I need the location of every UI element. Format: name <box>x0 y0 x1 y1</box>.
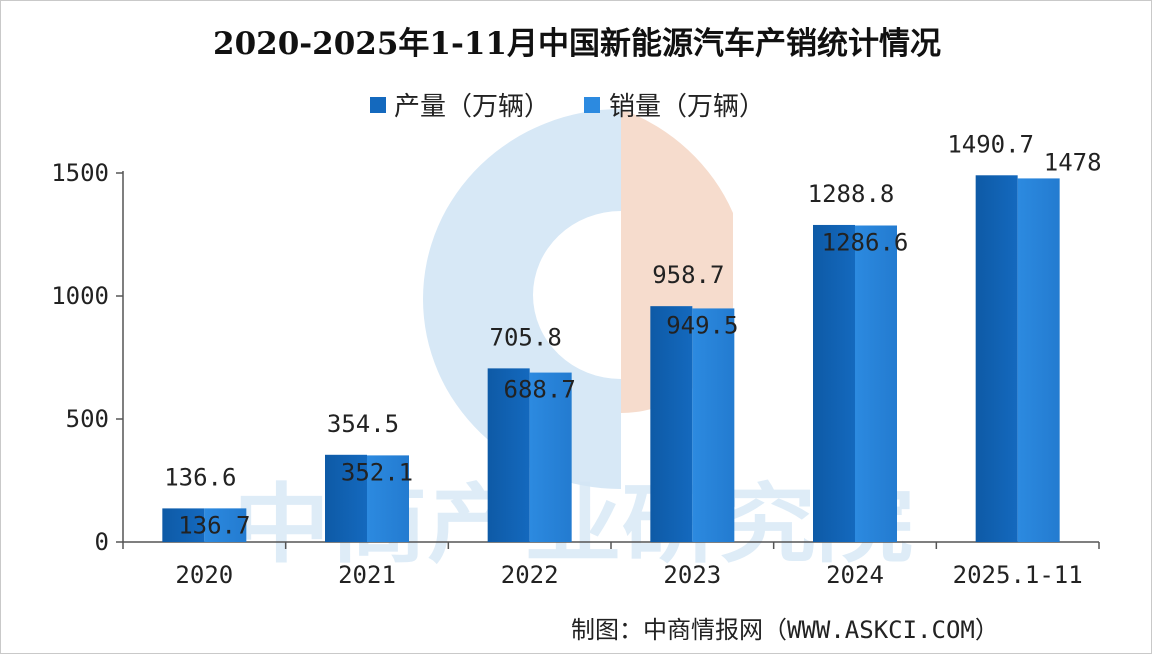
y-tick-label: 500 <box>66 405 109 433</box>
data-label-sales: 949.5 <box>666 311 738 339</box>
plot-area: 0 500 1000 1500 2020 136.6 136.7 2021 354.5 352.1… <box>51 130 1101 589</box>
bar-production-2024 <box>813 224 855 542</box>
x-tick-label: 2024 <box>826 561 884 589</box>
data-label-production: 136.6 <box>164 463 236 491</box>
bar-sales-2021 <box>367 455 409 542</box>
source-note: 制图：中商情报网（WWW.ASKCI.COM） <box>571 616 999 644</box>
data-label-production: 1288.8 <box>808 180 895 208</box>
legend: 产量（万辆） 销量（万辆） <box>370 92 765 122</box>
bar-production-2020 <box>162 508 205 542</box>
legend-label-production: 产量（万辆） <box>394 92 550 122</box>
data-label-sales: 352.1 <box>341 458 413 486</box>
data-label-production: 705.8 <box>490 323 562 351</box>
data-label-production: 354.5 <box>327 410 399 438</box>
data-label-sales: 1478 <box>1044 148 1102 176</box>
bar-sales-2022 <box>529 372 572 542</box>
x-tick-label: 2021 <box>338 561 396 589</box>
legend-swatch-sales <box>584 97 600 113</box>
y-tick-label: 1000 <box>51 282 109 310</box>
data-label-sales: 688.7 <box>504 376 576 404</box>
bar-sales-2024 <box>855 225 897 542</box>
bar-sales-2025.1-11 <box>1017 178 1060 543</box>
legend-label-sales: 销量（万辆） <box>609 92 765 122</box>
x-tick-label: 2022 <box>501 561 559 589</box>
bar-production-2021 <box>325 454 367 542</box>
y-tick-label: 0 <box>95 528 109 556</box>
bar-production-2023 <box>650 306 693 542</box>
bar-production-2025.1-11 <box>975 175 1018 543</box>
data-label-production: 958.7 <box>652 261 724 289</box>
x-tick-label: 2020 <box>175 561 233 589</box>
bar-production-2022 <box>487 368 530 542</box>
y-tick-label: 1500 <box>51 159 109 187</box>
chart-title: 2020-2025年1-11月中国新能源汽车产销统计情况 <box>213 26 941 62</box>
legend-swatch-production <box>370 97 386 113</box>
bar-sales-2023 <box>692 308 735 542</box>
bar-sales-2020 <box>204 508 247 542</box>
data-label-production: 1490.7 <box>947 130 1034 158</box>
x-tick-label: 2025.1-11 <box>953 561 1083 589</box>
data-label-sales: 1286.6 <box>822 228 909 256</box>
data-label-sales: 136.7 <box>178 511 250 539</box>
x-tick-label: 2023 <box>663 561 721 589</box>
